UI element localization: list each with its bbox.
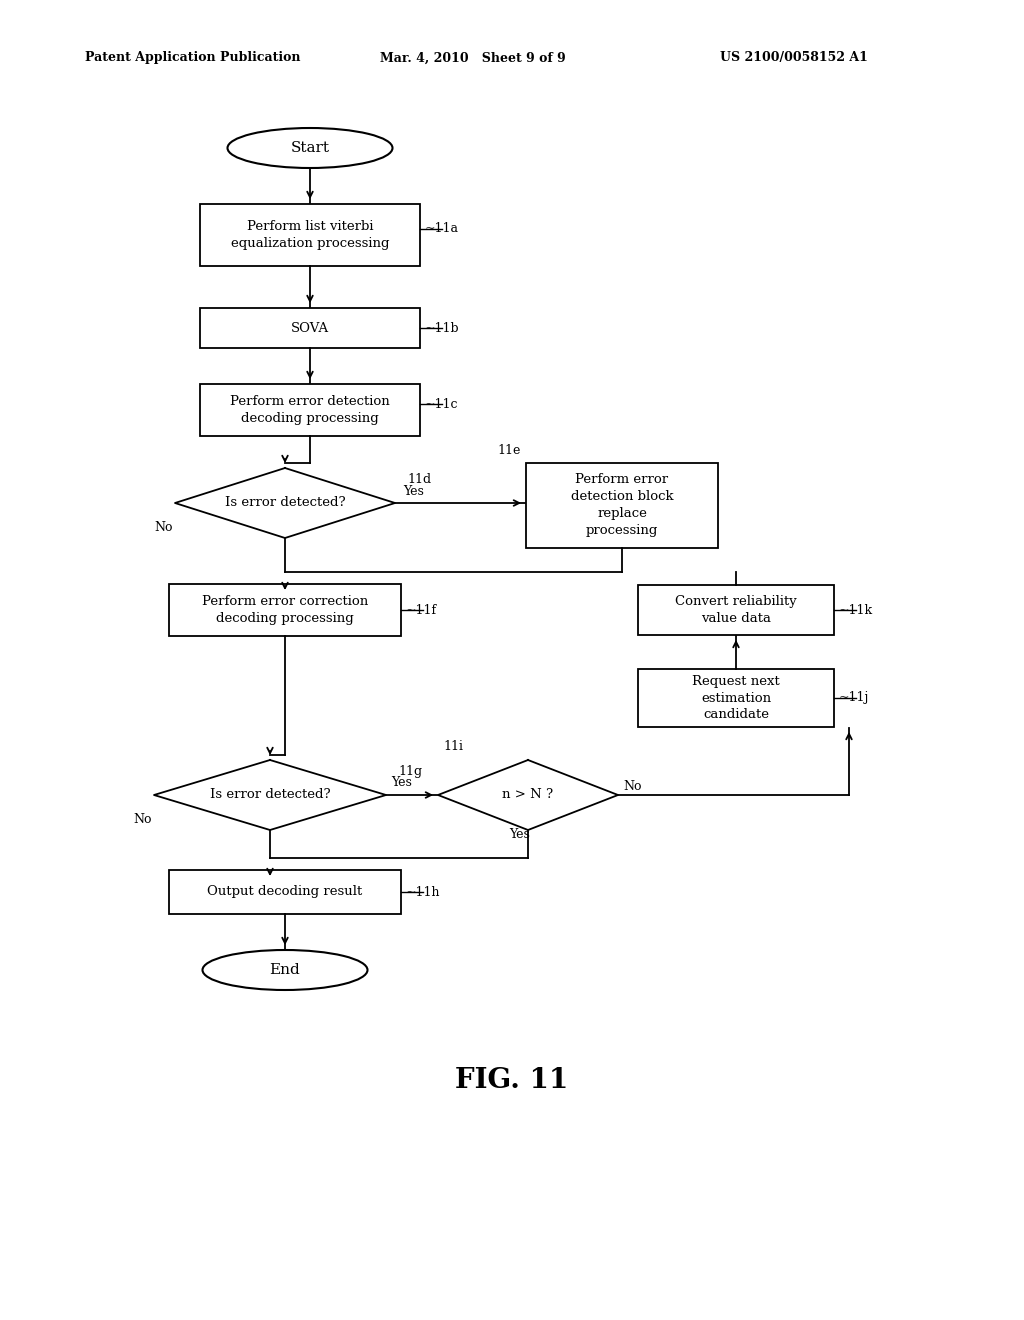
Bar: [200, 205, 420, 267]
Text: ~11h: ~11h: [406, 886, 440, 899]
Text: Yes: Yes: [391, 776, 412, 789]
Text: Yes: Yes: [510, 828, 530, 841]
Text: Perform error detection
decoding processing: Perform error detection decoding process…: [230, 395, 390, 425]
Text: No: No: [133, 813, 152, 826]
Text: ~11b: ~11b: [425, 322, 460, 334]
Text: Yes: Yes: [403, 484, 424, 498]
Ellipse shape: [203, 950, 368, 990]
Text: No: No: [155, 521, 173, 535]
Text: Perform error
detection block
replace
processing: Perform error detection block replace pr…: [570, 473, 674, 537]
Bar: [169, 583, 401, 636]
Bar: [638, 669, 834, 727]
Text: ~11a: ~11a: [425, 223, 459, 235]
Text: ~11j: ~11j: [839, 692, 869, 705]
Text: Patent Application Publication: Patent Application Publication: [85, 51, 300, 65]
Text: Output decoding result: Output decoding result: [208, 886, 362, 899]
Text: SOVA: SOVA: [291, 322, 329, 334]
Text: 11d: 11d: [407, 473, 431, 486]
Bar: [638, 585, 834, 635]
Bar: [526, 462, 718, 548]
Polygon shape: [175, 469, 395, 539]
Text: Is error detected?: Is error detected?: [224, 496, 345, 510]
Text: ~11c: ~11c: [425, 397, 459, 411]
Text: Perform error correction
decoding processing: Perform error correction decoding proces…: [202, 595, 368, 624]
Text: End: End: [269, 964, 300, 977]
Bar: [200, 308, 420, 348]
Text: Mar. 4, 2010   Sheet 9 of 9: Mar. 4, 2010 Sheet 9 of 9: [380, 51, 565, 65]
Text: FIG. 11: FIG. 11: [456, 1067, 568, 1093]
Text: Start: Start: [291, 141, 330, 154]
Text: Convert reliability
value data: Convert reliability value data: [675, 595, 797, 624]
Text: 11g: 11g: [398, 766, 422, 777]
Text: 11i: 11i: [443, 741, 463, 752]
Ellipse shape: [227, 128, 392, 168]
Text: US 2100/0058152 A1: US 2100/0058152 A1: [720, 51, 868, 65]
Text: Is error detected?: Is error detected?: [210, 788, 331, 801]
Bar: [169, 870, 401, 913]
Text: n > N ?: n > N ?: [503, 788, 554, 801]
Text: ~11k: ~11k: [839, 603, 873, 616]
Bar: [200, 384, 420, 436]
Text: No: No: [623, 780, 641, 793]
Text: Perform list viterbi
equalization processing: Perform list viterbi equalization proces…: [230, 220, 389, 249]
Text: ~11f: ~11f: [406, 603, 437, 616]
Polygon shape: [438, 760, 618, 830]
Text: Request next
estimation
candidate: Request next estimation candidate: [692, 675, 780, 722]
Text: 11e: 11e: [498, 445, 521, 458]
Polygon shape: [154, 760, 386, 830]
